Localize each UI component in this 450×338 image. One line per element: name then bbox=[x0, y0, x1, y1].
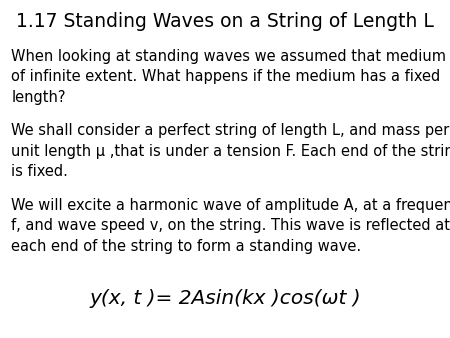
Text: When looking at standing waves we assumed that medium was
of infinite extent. Wh: When looking at standing waves we assume… bbox=[11, 49, 450, 105]
Text: We shall consider a perfect string of length L, and mass per
unit length μ ,that: We shall consider a perfect string of le… bbox=[11, 123, 450, 179]
Text: y(x, t )= 2Asin(kx )cos(ωt ): y(x, t )= 2Asin(kx )cos(ωt ) bbox=[89, 289, 361, 308]
Text: 1.17 Standing Waves on a String of Length L: 1.17 Standing Waves on a String of Lengt… bbox=[16, 12, 434, 31]
Text: We will excite a harmonic wave of amplitude A, at a frequency
f, and wave speed : We will excite a harmonic wave of amplit… bbox=[11, 198, 450, 254]
